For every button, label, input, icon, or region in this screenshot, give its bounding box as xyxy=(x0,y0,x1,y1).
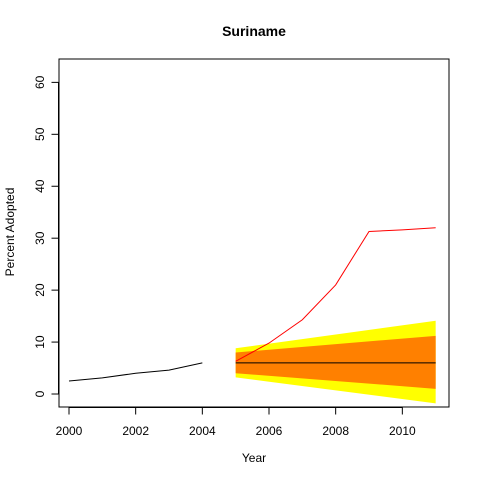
x-axis-label: Year xyxy=(242,451,266,465)
series-line-actual xyxy=(235,227,436,362)
y-tick-label: 50 xyxy=(33,127,47,141)
chart-title: Suriname xyxy=(222,23,286,39)
y-tick-label: 10 xyxy=(33,335,47,349)
y-tick-label: 30 xyxy=(33,231,47,245)
axes: 2000 2002 2004 2006 2008 2010 0 10 20 30 40 50 60 xyxy=(33,58,450,438)
y-axis-label: Percent Adopted xyxy=(3,188,17,277)
x-tick-label: 2004 xyxy=(189,424,216,438)
x-tick-label: 2000 xyxy=(56,424,83,438)
confidence-bands xyxy=(235,320,436,404)
y-tick-label: 20 xyxy=(33,283,47,297)
x-tick-label: 2010 xyxy=(389,424,416,438)
x-tick-label: 2002 xyxy=(122,424,149,438)
x-tick-label: 2008 xyxy=(322,424,349,438)
y-tick-label: 40 xyxy=(33,179,47,193)
x-tick-label: 2006 xyxy=(256,424,283,438)
y-tick-label: 0 xyxy=(33,390,47,397)
series-line-observed xyxy=(68,362,203,382)
series-lines xyxy=(68,227,436,382)
band-inner xyxy=(235,335,436,389)
y-tick-label: 60 xyxy=(33,75,47,89)
